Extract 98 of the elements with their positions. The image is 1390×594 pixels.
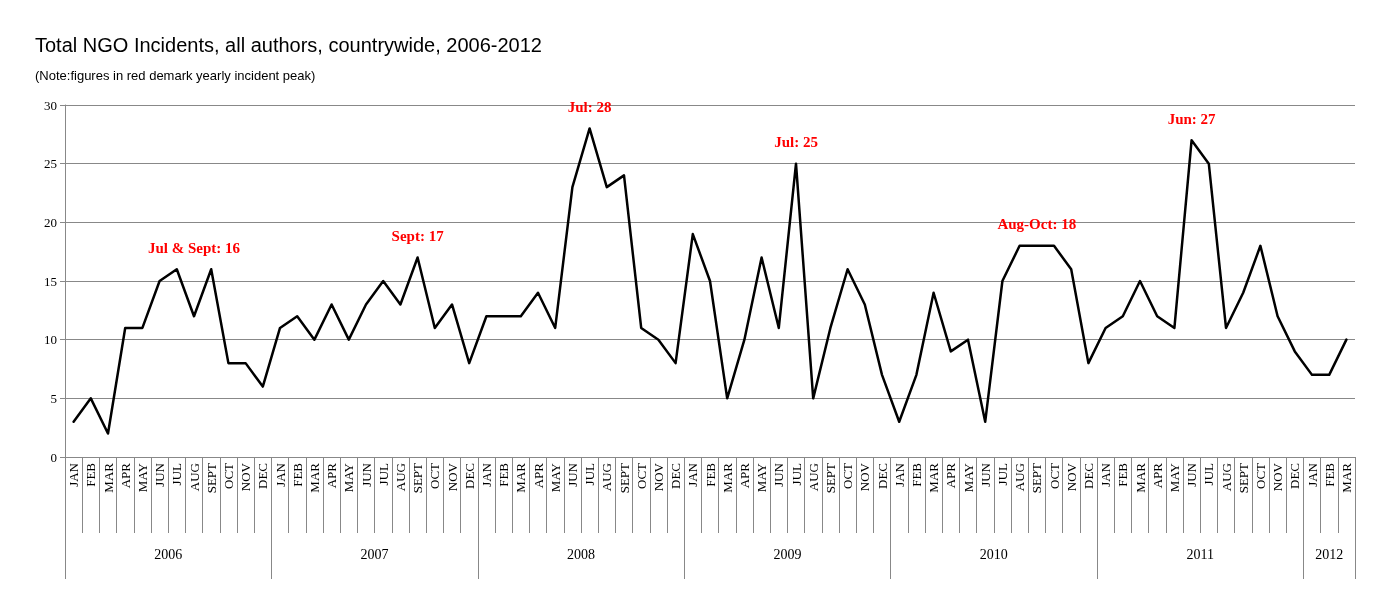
x-tick-label: MAY: [960, 462, 976, 493]
x-tick-label: DEC: [874, 463, 890, 489]
x-tick-label: SEPT: [1029, 462, 1045, 494]
x-tick-label: FEB: [908, 462, 924, 487]
x-tick-label: APR: [530, 462, 546, 489]
chart-subtitle: (Note:figures in red demark yearly incident peak): [35, 68, 316, 83]
x-tick-label: JUN: [152, 462, 168, 487]
y-tick-label: 30: [44, 97, 57, 113]
annotation: Jun: 27: [1167, 110, 1217, 127]
text: 2007: [360, 546, 389, 562]
x-tick-label: SEPT: [203, 462, 219, 494]
x-tick-label: SEPT: [616, 462, 632, 494]
y-tick-label: 20: [44, 214, 57, 230]
x-tick-label: OCT: [220, 462, 236, 489]
x-tick-label: JAN: [1098, 462, 1114, 487]
y-tick-label: 5: [50, 390, 57, 406]
x-tick-label: FEB: [83, 462, 99, 487]
x-tick-label: FEB: [1321, 462, 1337, 487]
x-tick-label: FEB: [702, 462, 718, 487]
y-tick-label: 10: [44, 332, 57, 348]
text: 2009: [773, 546, 802, 562]
text: 2011: [1186, 546, 1214, 562]
x-tick-label: JUL: [788, 462, 804, 486]
x-tick-label: OCT: [840, 462, 856, 489]
y-tick-label: 25: [44, 156, 57, 172]
x-tick-label: JUL: [169, 462, 185, 486]
x-tick-label: NOV: [650, 462, 666, 492]
x-tick-label: MAY: [754, 462, 770, 493]
x-tick-label: DEC: [1080, 463, 1096, 489]
x-tick-label: NOV: [1270, 462, 1286, 492]
text: 2008: [567, 546, 595, 562]
x-tick-label: SEPT: [1235, 462, 1251, 494]
x-tick-label: MAY: [134, 462, 150, 493]
x-tick-label: DEC: [461, 463, 477, 489]
x-tick-label: MAR: [100, 462, 116, 493]
annotation: Jul: 28: [567, 98, 612, 115]
x-tick-label: JUN: [977, 462, 993, 487]
x-tick-label: AUG: [1012, 463, 1028, 492]
chart-title: Total NGO Incidents, all authors, countrywide, 2006-2012: [35, 34, 542, 56]
y-tick-label: 15: [44, 273, 57, 289]
x-tick-label: JAN: [891, 462, 907, 487]
x-tick-label: DEC: [668, 463, 684, 489]
x-tick-label: JAN: [1304, 462, 1320, 487]
x-tick-label: MAR: [926, 462, 942, 493]
y-tick-label: 0: [50, 449, 57, 465]
x-tick-label: JAN: [272, 462, 288, 487]
x-tick-label: MAY: [341, 462, 357, 493]
x-tick-label: APR: [324, 462, 340, 489]
x-tick-label: FEB: [1115, 462, 1131, 487]
x-tick-label: JAN: [685, 462, 701, 487]
annotation: Sept: 17: [391, 228, 445, 245]
x-tick-label: SEPT: [822, 462, 838, 494]
x-tick-label: JAN: [478, 462, 494, 487]
x-tick-label: AUG: [392, 463, 408, 492]
x-tick-label: OCT: [1252, 462, 1268, 489]
x-tick-label: JUN: [358, 462, 374, 487]
x-tick-label: MAY: [1166, 462, 1182, 493]
x-tick-label: MAR: [513, 462, 529, 493]
x-tick-label: OCT: [427, 462, 443, 489]
x-tick-label: OCT: [1046, 462, 1062, 489]
x-tick-label: AUG: [1218, 463, 1234, 492]
x-tick-label: OCT: [633, 462, 649, 489]
x-tick-label: DEC: [255, 463, 271, 489]
x-tick-label: JUN: [771, 462, 787, 487]
annotation: Aug-Oct: 18: [997, 216, 1077, 233]
x-tick-label: JUL: [1201, 462, 1217, 486]
x-tick-label: MAR: [1132, 462, 1148, 493]
x-tick-label: JUL: [375, 462, 391, 486]
x-tick-label: MAR: [306, 462, 322, 493]
x-tick-label: MAR: [1338, 462, 1354, 493]
x-tick-label: APR: [736, 462, 752, 489]
x-tick-label: APR: [1149, 462, 1165, 489]
x-tick-label: MAR: [719, 462, 735, 493]
text: 2006: [154, 546, 183, 562]
x-tick-label: JUL: [582, 462, 598, 486]
x-tick-label: NOV: [857, 462, 873, 492]
x-tick-label: NOV: [444, 462, 460, 492]
x-tick-label: APR: [943, 462, 959, 489]
x-tick-label: JUN: [564, 462, 580, 487]
x-tick-label: APR: [117, 462, 133, 489]
x-tick-label: AUG: [805, 463, 821, 492]
text: 2010: [979, 546, 1008, 562]
annotation: Jul: 25: [774, 134, 818, 151]
text: 2012: [1315, 546, 1344, 562]
x-tick-label: FEB: [496, 462, 512, 487]
x-tick-label: MAY: [547, 462, 563, 493]
x-tick-label: JUL: [994, 462, 1010, 486]
x-tick-label: AUG: [599, 463, 615, 492]
x-tick-label: AUG: [186, 463, 202, 492]
x-tick-label: NOV: [238, 462, 254, 492]
x-tick-label: SEPT: [410, 462, 426, 494]
x-tick-label: JAN: [66, 462, 82, 487]
x-tick-label: NOV: [1063, 462, 1079, 492]
x-tick-label: JUN: [1184, 462, 1200, 487]
line-series: [72, 127, 1348, 435]
x-tick-label: DEC: [1287, 463, 1303, 489]
x-tick-label: FEB: [289, 462, 305, 487]
annotation: Jul & Sept: 16: [147, 239, 241, 256]
